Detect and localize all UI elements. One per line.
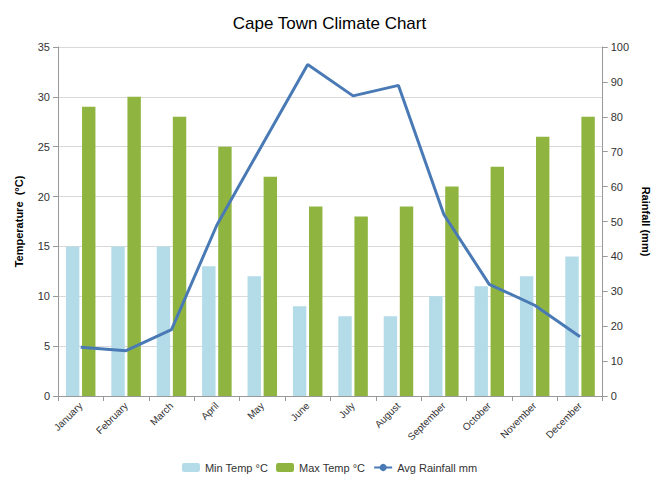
- svg-text:15: 15: [38, 240, 50, 252]
- svg-text:0: 0: [611, 390, 617, 402]
- svg-text:40: 40: [611, 250, 623, 262]
- svg-text:Rainfall (mm): Rainfall (mm): [640, 187, 652, 257]
- svg-text:May: May: [245, 400, 266, 421]
- svg-text:June: June: [288, 400, 311, 423]
- svg-text:April: April: [199, 400, 221, 422]
- svg-text:80: 80: [611, 111, 623, 123]
- svg-text:5: 5: [44, 340, 50, 352]
- svg-text:60: 60: [611, 181, 623, 193]
- svg-text:30: 30: [611, 285, 623, 297]
- svg-text:70: 70: [611, 146, 623, 158]
- svg-text:Cape Town Climate Chart: Cape Town Climate Chart: [233, 14, 427, 33]
- svg-text:March: March: [148, 400, 175, 427]
- svg-text:10: 10: [611, 355, 623, 367]
- svg-text:20: 20: [38, 191, 50, 203]
- svg-text:February: February: [94, 400, 130, 436]
- svg-text:September: September: [405, 400, 448, 443]
- svg-text:50: 50: [611, 216, 623, 228]
- svg-text:January: January: [52, 400, 85, 433]
- svg-text:November: November: [498, 400, 539, 441]
- svg-text:20: 20: [611, 320, 623, 332]
- svg-text:August: August: [373, 400, 403, 430]
- svg-text:30: 30: [38, 91, 50, 103]
- svg-text:0: 0: [44, 390, 50, 402]
- svg-text:December: December: [544, 400, 585, 441]
- svg-text:25: 25: [38, 141, 50, 153]
- svg-text:July: July: [337, 400, 357, 420]
- svg-text:90: 90: [611, 76, 623, 88]
- svg-text:Max Temp °C: Max Temp °C: [299, 462, 365, 474]
- svg-text:Min Temp °C: Min Temp °C: [205, 462, 268, 474]
- svg-text:Avg Rainfall mm: Avg Rainfall mm: [397, 462, 477, 474]
- svg-text:Temperature (°C): Temperature (°C): [13, 175, 25, 267]
- svg-text:October: October: [460, 400, 493, 433]
- svg-text:100: 100: [611, 41, 629, 53]
- svg-text:35: 35: [38, 41, 50, 53]
- svg-text:10: 10: [38, 290, 50, 302]
